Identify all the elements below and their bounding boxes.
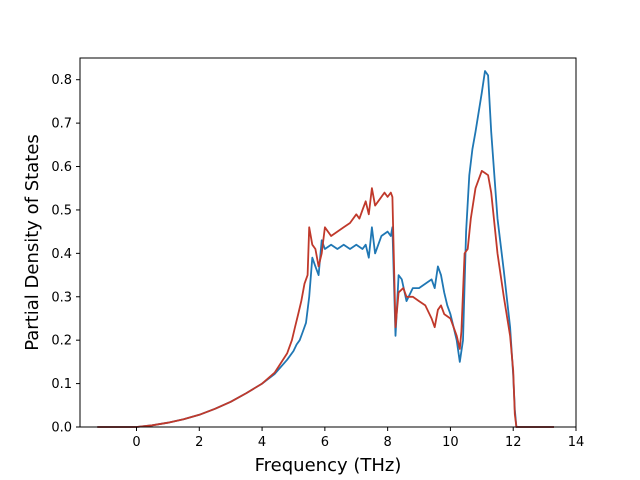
x-tick-label: 12 <box>505 435 522 450</box>
x-tick-label: 4 <box>258 435 266 450</box>
y-tick-label: 0.3 <box>51 290 72 305</box>
axes-frame <box>79 57 577 428</box>
y-tick-label: 0.2 <box>51 334 72 349</box>
y-tick-label: 0.1 <box>51 377 72 392</box>
y-tick-label: 0.5 <box>51 203 72 218</box>
x-tick-label: 10 <box>442 435 459 450</box>
y-axis-label: Partial Density of States <box>22 134 43 351</box>
y-tick-label: 0.7 <box>51 117 72 132</box>
y-tick-label: 0.6 <box>51 160 72 175</box>
x-tick-label: 14 <box>568 435 585 450</box>
x-tick-label: 6 <box>321 435 329 450</box>
series-line-2 <box>97 169 554 428</box>
x-tick-label: 0 <box>132 435 140 450</box>
x-axis: 0 2 4 6 8 10 12 14 <box>132 427 584 450</box>
series-line-1 <box>97 70 554 428</box>
x-axis-label: Frequency (THz) <box>255 455 402 476</box>
y-tick-label: 0.4 <box>51 247 72 262</box>
y-tick-label: 0.0 <box>51 421 72 436</box>
y-tick-label: 0.8 <box>51 73 72 88</box>
y-axis: 0.0 0.1 0.2 0.3 0.4 0.5 0.6 0.7 0.8 <box>51 73 80 436</box>
x-tick-label: 2 <box>195 435 203 450</box>
x-tick-label: 8 <box>384 435 392 450</box>
series-layer <box>97 70 554 428</box>
